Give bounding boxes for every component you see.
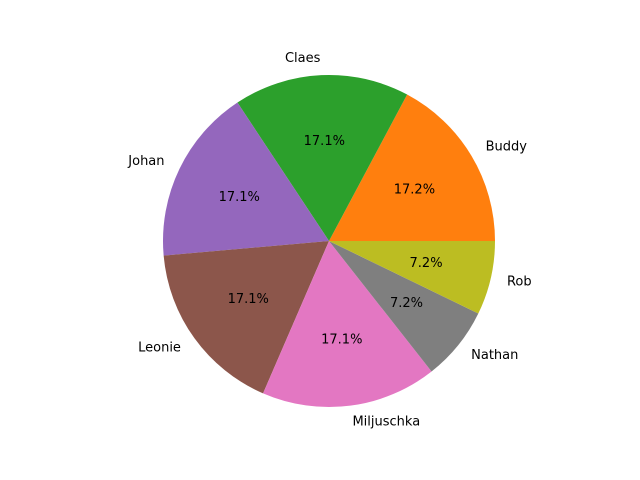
slice-label-rob: Rob (507, 274, 532, 289)
pie-slice-miljuschka (263, 241, 432, 408)
slice-pct-claes: 17.1% (304, 134, 345, 149)
slice-pct-leonie: 17.1% (228, 292, 269, 307)
pie-slice-leonie (163, 241, 329, 394)
slice-label-buddy: Buddy (486, 140, 528, 155)
pie-slice-johan (162, 102, 329, 256)
slice-label-claes: Claes (285, 51, 321, 66)
slice-pct-buddy: 17.2% (394, 182, 435, 197)
slice-label-johan: Johan (127, 154, 164, 169)
pie-slices (162, 74, 495, 408)
pie-slice-rob (329, 241, 495, 314)
slice-label-nathan: Nathan (471, 348, 518, 363)
slice-pct-johan: 17.1% (219, 190, 260, 205)
pie-slice-nathan (329, 241, 479, 372)
pie-labels: Buddy 17.2% Claes 17.1% Johan 17.1% Leonie 17.1… (127, 51, 531, 429)
slice-pct-nathan: 7.2% (390, 296, 423, 311)
slice-pct-miljuschka: 17.1% (321, 332, 362, 347)
slice-label-leonie: Leonie (138, 340, 181, 355)
slice-label-miljuschka: Miljuschka (352, 415, 420, 430)
pie-slice-buddy (329, 94, 495, 241)
slice-pct-rob: 7.2% (410, 256, 443, 271)
pie-slice-claes (237, 74, 408, 242)
